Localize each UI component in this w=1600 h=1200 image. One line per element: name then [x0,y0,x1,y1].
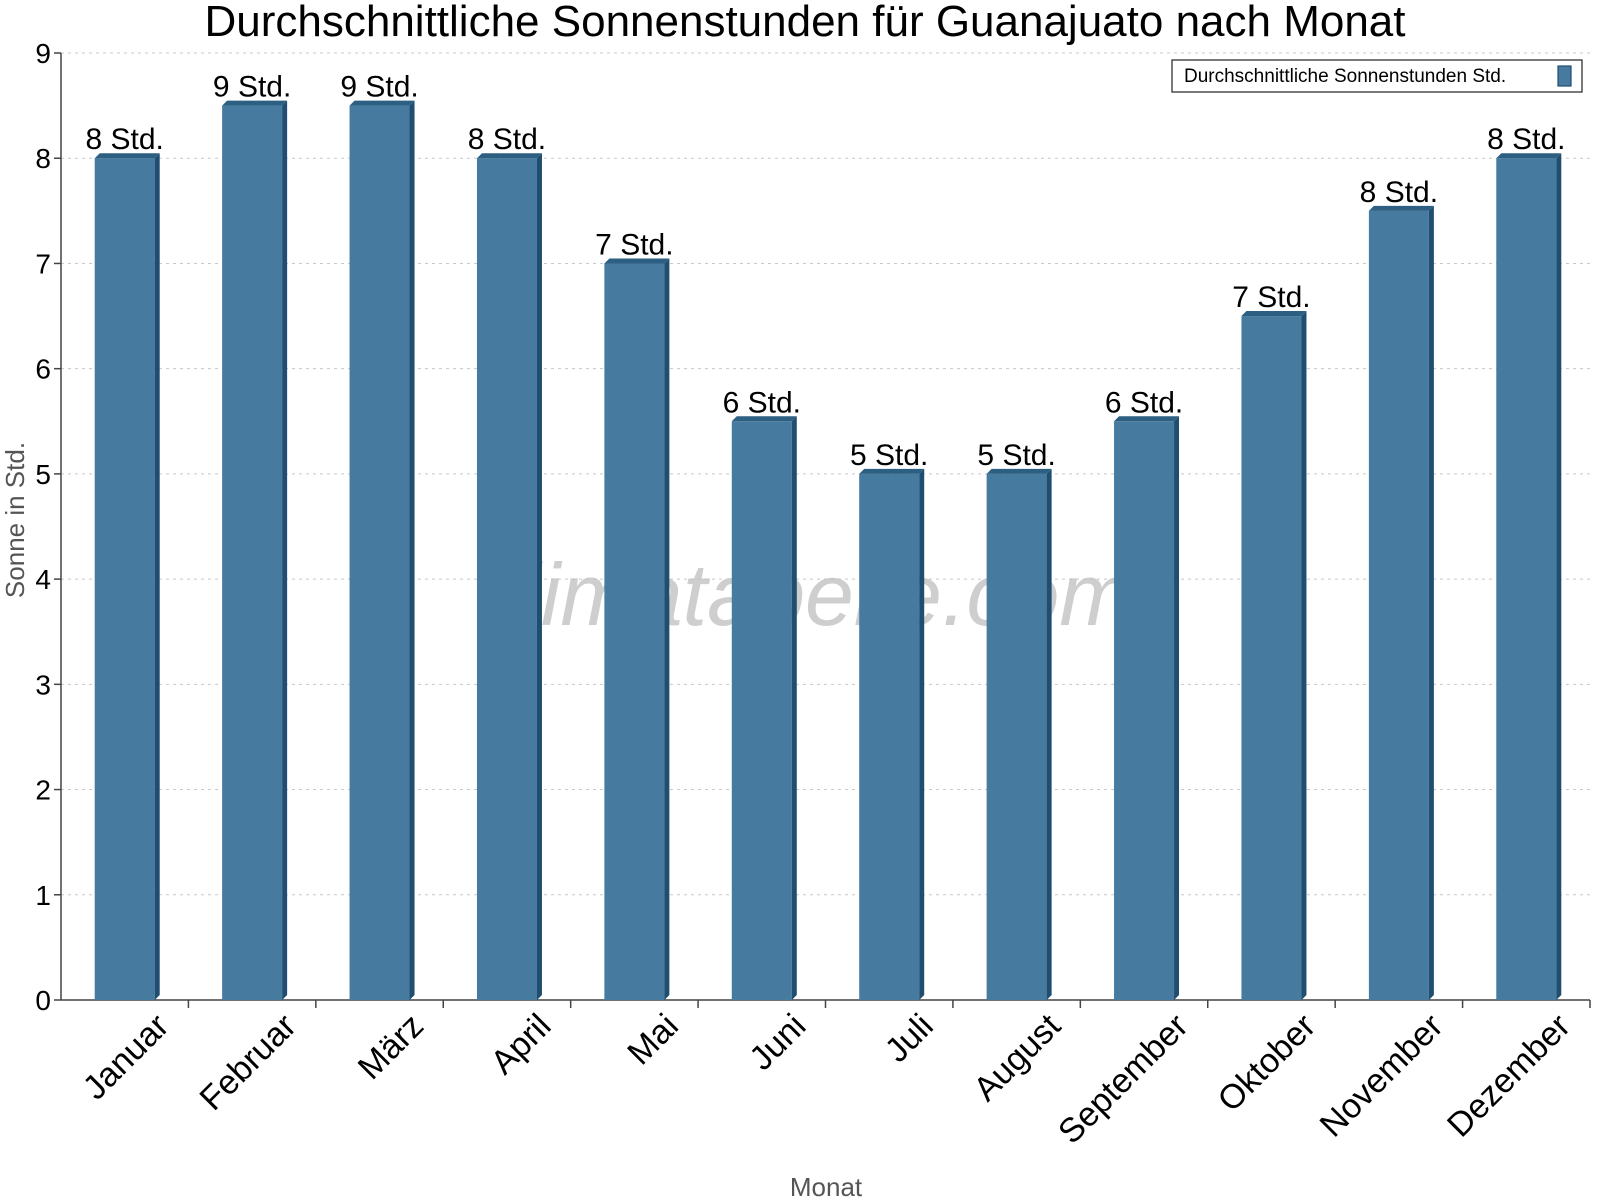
legend-entry-label: Durchschnittliche Sonnenstunden Std. [1184,66,1506,87]
bar-front [1114,421,1175,1000]
bar-side [919,468,925,1000]
y-tick-label-7: 7 [35,248,51,279]
bar-top [94,153,160,159]
bar-april [476,153,542,1000]
bar-side [154,153,160,1000]
x-tick-label-april: April [484,1007,559,1082]
data-labels: 8 Std. 9 Std. 9 Std. 8 Std. 7 Std. 6 Std. 5 St… [86,71,1566,472]
bar-front [1496,158,1557,1000]
data-label-dezember: 8 Std. [1487,123,1565,156]
bar-front [349,105,410,1001]
bar-side [1556,153,1562,1000]
y-tick-labels: 0 1 2 3 4 5 6 7 8 9 [35,38,51,1016]
y-tick-label-1: 1 [35,880,51,911]
x-tick-labels: Januar Februar März April Mai Juni Juli AugustS… [76,1006,1578,1151]
bar-september [1114,416,1180,1000]
legend-swatch [1557,65,1572,87]
x-tick-label-mai: Mai [620,1007,686,1073]
data-label-juli: 5 Std. [850,439,928,472]
bar-front [986,473,1047,1000]
y-tick-label-0: 0 [35,985,51,1016]
bar-side [1174,416,1180,1000]
legend-box [1171,59,1583,93]
x-tick-label-oktober: Oktober [1211,1007,1323,1119]
x-tick-label-dezember: Dezember [1440,1007,1578,1145]
bar-top [859,468,925,474]
legend: Durchschnittliche Sonnenstunden Std. [1171,59,1583,93]
bar-mai [604,258,670,1000]
gridlines [61,52,1590,896]
y-axis-label: Sonne in Std. [0,442,30,598]
bar-top [349,100,415,106]
y-tick-label-5: 5 [35,459,51,490]
bar-side [1301,311,1307,1000]
bar-front [476,158,537,1000]
x-tick-label-juli: Juli [878,1007,941,1070]
y-tick-label-3: 3 [35,669,51,700]
data-label-august: 5 Std. [977,439,1055,472]
bar-oktober [1241,311,1307,1000]
data-label-februar: 9 Std. [213,71,291,104]
bar-front [1368,210,1429,1001]
x-tick-label-februar: Februar [193,1007,304,1118]
data-label-juni: 6 Std. [723,386,801,419]
axes [54,52,1591,1008]
bar-front [731,421,792,1000]
bar-front [1241,316,1302,1000]
data-label-mai: 7 Std. [595,228,673,261]
bar-front [94,158,155,1000]
bar-top [1368,205,1434,211]
bar-november [1368,205,1434,1001]
bar-side [282,100,288,1001]
data-label-september: 6 Std. [1105,386,1183,419]
bar-side [664,258,670,1000]
data-label-oktober: 7 Std. [1232,281,1310,314]
y-tick-label-9: 9 [35,38,51,69]
data-label-januar: 8 Std. [86,123,164,156]
bar-front [604,263,665,1000]
bar-side [536,153,542,1000]
x-tick-label-august: August [966,1006,1068,1108]
bar-dezember [1496,153,1562,1000]
x-tick-label-januar: Januar [76,1007,176,1107]
bar-side [1046,468,1052,1000]
bar-side [791,416,797,1000]
bar-top [1496,153,1562,159]
bar-front [222,105,283,1001]
bar-top [1241,311,1307,317]
y-tick-label-4: 4 [35,564,51,595]
y-tick-label-6: 6 [35,354,51,385]
bar-side [409,100,415,1001]
x-axis-label: Monat [790,1172,863,1200]
bar-top [222,100,288,106]
x-tick-label-märz: März [351,1007,431,1087]
bar-februar [222,100,288,1001]
bar-januar [94,153,160,1000]
data-label-märz: 9 Std. [340,71,418,104]
y-tick-label-8: 8 [35,143,51,174]
data-label-november: 8 Std. [1360,176,1438,209]
y-tick-label-2: 2 [35,775,51,806]
bar-top [1114,416,1180,422]
x-tick-label-november: November [1313,1007,1451,1145]
bar-top [731,416,797,422]
chart-title: Durchschnittliche Sonnenstunden für Guan… [205,0,1406,46]
bar-top [604,258,670,264]
x-tick-label-juni: Juni [742,1007,813,1078]
bar-märz [349,100,415,1001]
bar-side [1428,205,1434,1001]
bar-juni [731,416,797,1000]
bar-top [476,153,542,159]
data-label-april: 8 Std. [468,123,546,156]
bars [94,100,1562,1001]
bar-top [986,468,1052,474]
bar-juli [859,468,925,1000]
x-tick-label-september: September [1051,1007,1195,1151]
bar-front [859,473,920,1000]
bar-august [986,468,1052,1000]
